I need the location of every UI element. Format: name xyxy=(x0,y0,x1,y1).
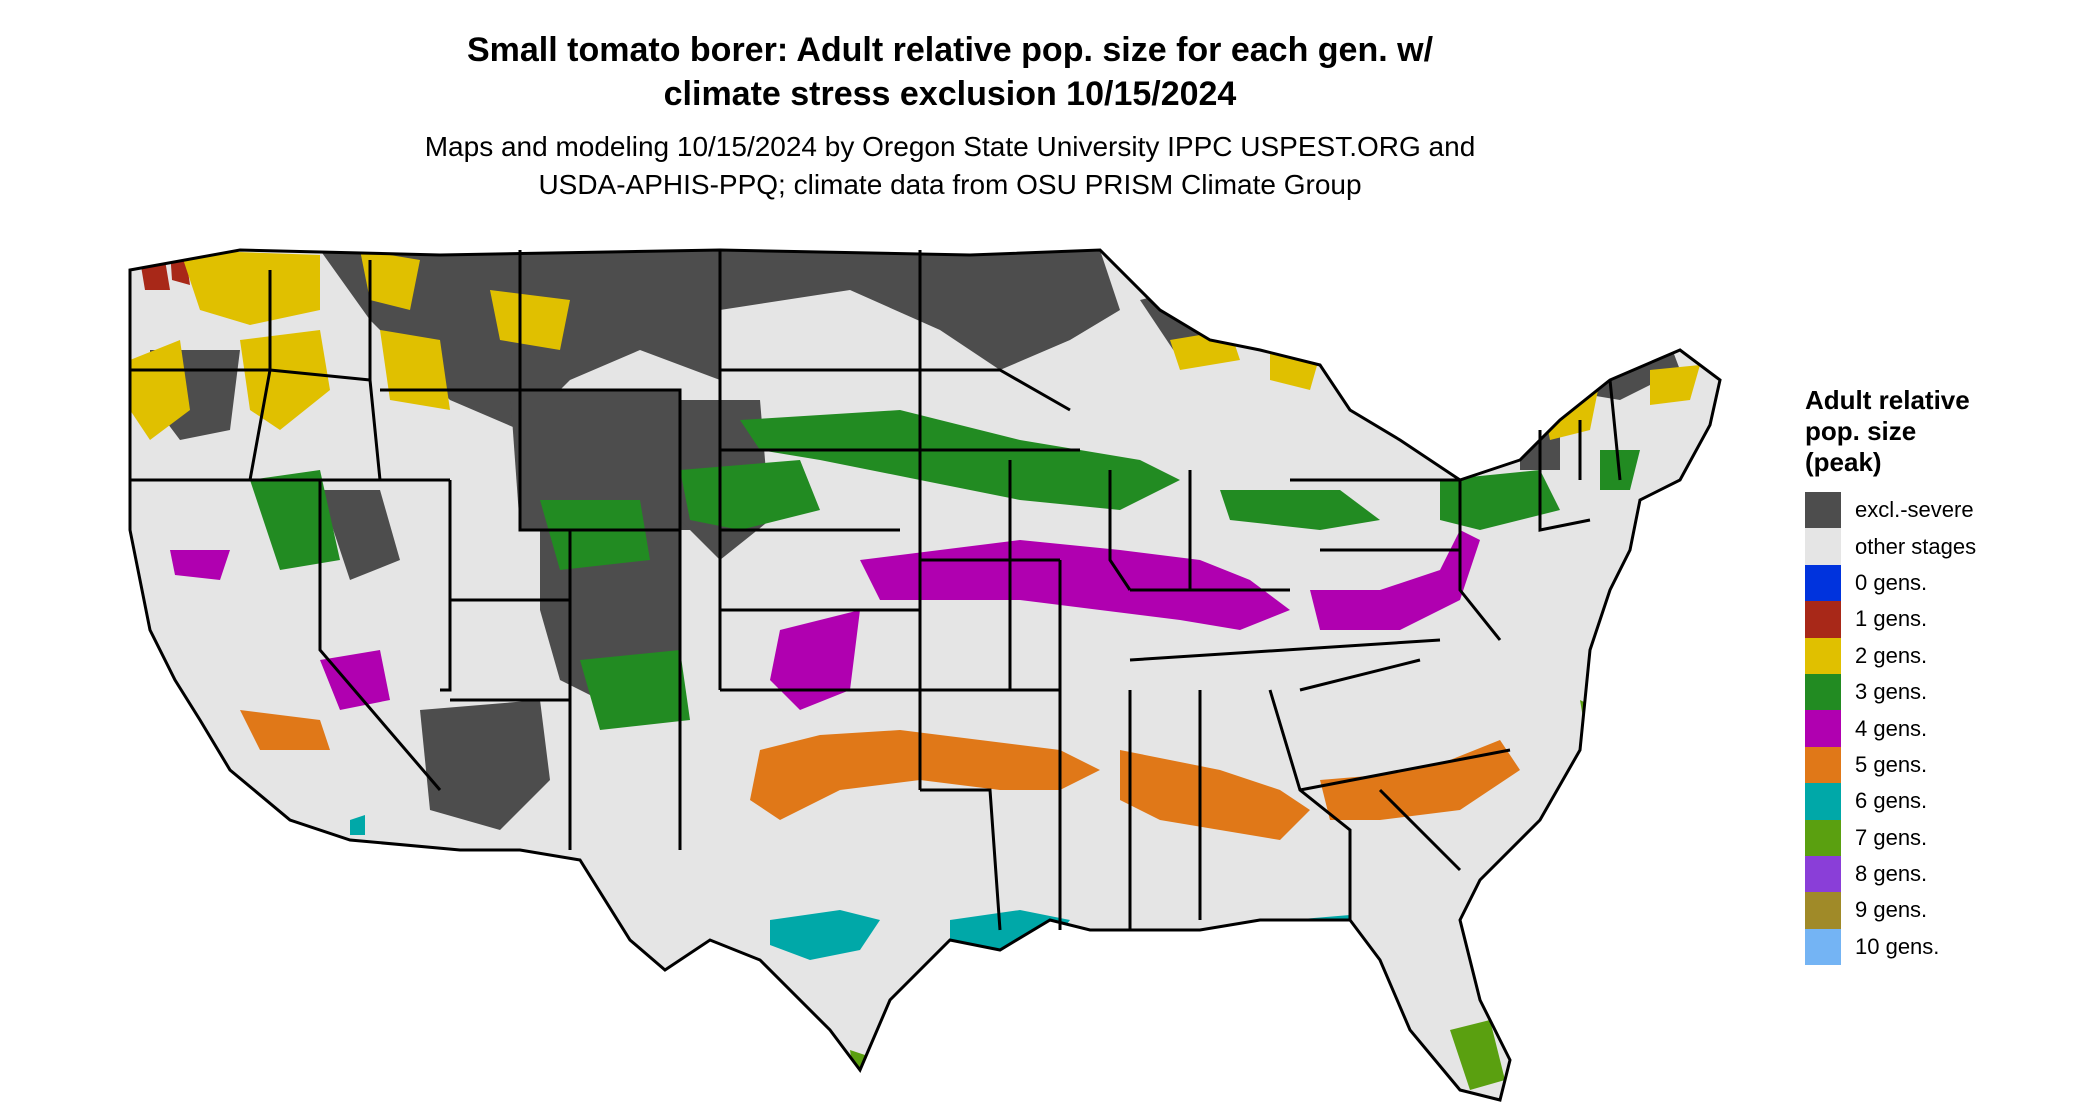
legend-item-1-gens: 1 gens. xyxy=(1805,601,2075,638)
legend-label: 2 gens. xyxy=(1855,642,1928,668)
legend-label: 4 gens. xyxy=(1855,715,1928,741)
legend-label: 5 gens. xyxy=(1855,751,1928,777)
map-title-line-1: Small tomato borer: Adult relative pop. … xyxy=(466,31,1434,69)
legend-title-line-1: Adult relative xyxy=(1805,385,1970,415)
legend-swatch xyxy=(1805,637,1841,674)
legend-label: 7 gens. xyxy=(1855,824,1928,850)
legend-label: 10 gens. xyxy=(1855,933,1940,959)
legend-item-3-gens: 3 gens. xyxy=(1805,673,2075,711)
legend-swatch xyxy=(1805,564,1841,602)
legend-title-line-3: (peak) xyxy=(1805,447,1882,477)
legend-label: 8 gens. xyxy=(1855,861,1928,887)
legend-swatch xyxy=(1805,492,1841,529)
legend-swatch xyxy=(1805,783,1841,820)
legend-item-other-stages: other stages xyxy=(1805,528,2075,565)
legend-item-6-gens: 6 gens. xyxy=(1805,783,2075,820)
legend-swatch xyxy=(1805,710,1841,747)
legend-swatch xyxy=(1805,928,1841,966)
legend-label: excl.-severe xyxy=(1855,497,1974,523)
legend-title-line-2: pop. size xyxy=(1805,416,1917,446)
legend-swatch xyxy=(1805,528,1841,565)
map-subtitle: Maps and modeling 10/15/2024 by Oregon S… xyxy=(0,128,1900,204)
legend-item-0-gens: 0 gens. xyxy=(1805,564,2075,602)
legend: Adult relative pop. size (peak) excl.-se… xyxy=(1805,385,2075,966)
map-title: Small tomato borer: Adult relative pop. … xyxy=(0,28,1900,116)
legend-swatch xyxy=(1805,673,1841,711)
legend-swatch xyxy=(1805,855,1841,893)
legend-item-9-gens: 9 gens. xyxy=(1805,892,2075,929)
legend-item-4-gens: 4 gens. xyxy=(1805,710,2075,747)
legend-swatch xyxy=(1805,819,1841,856)
gen-4-regions xyxy=(170,530,1480,710)
gen-5-regions xyxy=(240,710,1520,840)
legend-label: 1 gens. xyxy=(1855,606,1928,632)
map-subtitle-line-1: Maps and modeling 10/15/2024 by Oregon S… xyxy=(424,131,1476,162)
legend-label: 6 gens. xyxy=(1855,788,1928,814)
legend-label: 3 gens. xyxy=(1855,679,1928,705)
legend-title: Adult relative pop. size (peak) xyxy=(1805,385,2075,478)
us-map xyxy=(128,248,1722,1102)
legend-label: 0 gens. xyxy=(1855,569,1928,595)
legend-item-8-gens: 8 gens. xyxy=(1805,855,2075,893)
legend-swatch xyxy=(1805,601,1841,638)
gen-3-regions xyxy=(250,410,1640,730)
legend-item-2-gens: 2 gens. xyxy=(1805,637,2075,674)
map-title-line-2: climate stress exclusion 10/15/2024 xyxy=(663,75,1237,113)
legend-label: 9 gens. xyxy=(1855,897,1928,923)
legend-swatch xyxy=(1805,746,1841,784)
legend-items: excl.-severe other stages 0 gens. 1 gens… xyxy=(1805,492,2075,966)
legend-item-excl-severe: excl.-severe xyxy=(1805,492,2075,529)
legend-item-10-gens: 10 gens. xyxy=(1805,928,2075,966)
legend-label: other stages xyxy=(1855,533,1977,559)
legend-item-5-gens: 5 gens. xyxy=(1805,746,2075,784)
legend-item-7-gens: 7 gens. xyxy=(1805,819,2075,856)
map-subtitle-line-2: USDA-APHIS-PPQ; climate data from OSU PR… xyxy=(538,169,1362,200)
state-borders xyxy=(128,248,1722,1102)
legend-swatch xyxy=(1805,892,1841,929)
